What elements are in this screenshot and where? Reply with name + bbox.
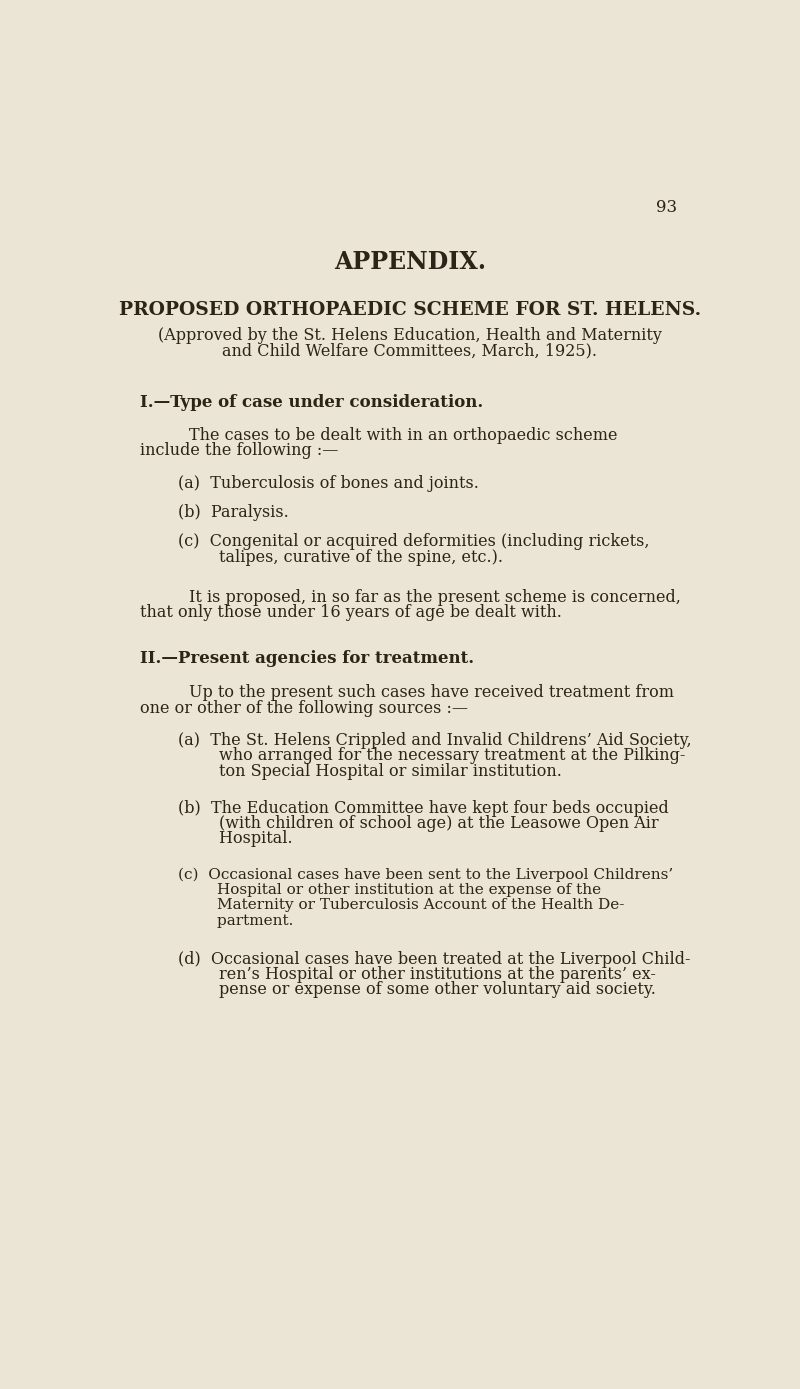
Text: 93: 93 [657,199,678,217]
Text: (b)  The Education Committee have kept four beds occupied: (b) The Education Committee have kept fo… [178,800,668,817]
Text: Up to the present such cases have received treatment from: Up to the present such cases have receiv… [189,685,674,701]
Text: The cases to be dealt with in an orthopaedic scheme: The cases to be dealt with in an orthopa… [189,426,618,444]
Text: pense or expense of some other voluntary aid society.: pense or expense of some other voluntary… [178,982,655,999]
Text: (with children of school age) at the Leasowe Open Air: (with children of school age) at the Lea… [178,815,658,832]
Text: talipes, curative of the spine, etc.).: talipes, curative of the spine, etc.). [178,549,502,565]
Text: and Child Welfare Committees, March, 1925).: and Child Welfare Committees, March, 192… [222,342,598,360]
Text: ton Special Hospital or similar institution.: ton Special Hospital or similar institut… [178,763,562,779]
Text: (a)  The St. Helens Crippled and Invalid Childrens’ Aid Society,: (a) The St. Helens Crippled and Invalid … [178,732,691,749]
Text: PROPOSED ORTHOPAEDIC SCHEME FOR ST. HELENS.: PROPOSED ORTHOPAEDIC SCHEME FOR ST. HELE… [119,301,701,319]
Text: (c)  Occasional cases have been sent to the Liverpool Childrens’: (c) Occasional cases have been sent to t… [178,867,673,882]
Text: II.—Present agencies for treatment.: II.—Present agencies for treatment. [140,650,474,667]
Text: who arranged for the necessary treatment at the Pilking-: who arranged for the necessary treatment… [178,747,685,764]
Text: APPENDIX.: APPENDIX. [334,250,486,274]
Text: (Approved by the St. Helens Education, Health and Maternity: (Approved by the St. Helens Education, H… [158,326,662,344]
Text: partment.: partment. [178,914,293,928]
Text: I.—Type of case under consideration.: I.—Type of case under consideration. [140,394,483,411]
Text: (a)  Tuberculosis of bones and joints.: (a) Tuberculosis of bones and joints. [178,475,478,492]
Text: that only those under 16 years of age be dealt with.: that only those under 16 years of age be… [140,604,562,621]
Text: one or other of the following sources :—: one or other of the following sources :— [140,700,468,717]
Text: (d)  Occasional cases have been treated at the Liverpool Child-: (d) Occasional cases have been treated a… [178,950,690,968]
Text: (b)  Paralysis.: (b) Paralysis. [178,504,288,521]
Text: It is proposed, in so far as the present scheme is concerned,: It is proposed, in so far as the present… [189,589,681,606]
Text: include the following :—: include the following :— [140,442,338,460]
Text: Maternity or Tuberculosis Account of the Health De-: Maternity or Tuberculosis Account of the… [178,899,624,913]
Text: ren’s Hospital or other institutions at the parents’ ex-: ren’s Hospital or other institutions at … [178,965,655,983]
Text: Hospital.: Hospital. [178,831,292,847]
Text: Hospital or other institution at the expense of the: Hospital or other institution at the exp… [178,883,601,897]
Text: (c)  Congenital or acquired deformities (including rickets,: (c) Congenital or acquired deformities (… [178,533,649,550]
